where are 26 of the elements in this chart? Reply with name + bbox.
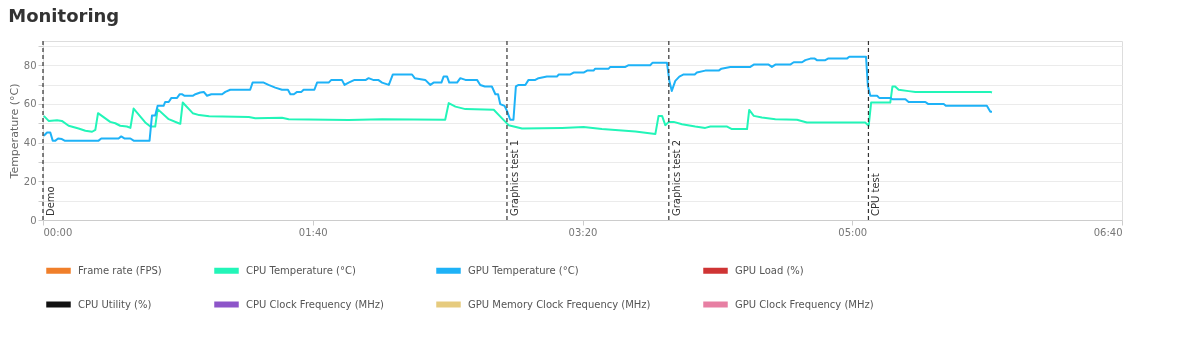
y-tick-label: 60 [23,98,37,110]
ref-line-label: Graphics test 1 [508,139,520,216]
y-tick-label: 0 [30,214,37,226]
legend-label: CPU Clock Frequency (MHz) [246,298,384,310]
x-tick-label: 00:00 [43,226,73,238]
legend-label: GPU Temperature (°C) [468,264,579,276]
ref-line-label: Demo [45,186,56,216]
x-tick-label: 06:40 [1093,226,1123,238]
ref-line-label: CPU test [870,173,882,216]
legend-label: GPU Clock Frequency (MHz) [735,298,874,310]
legend-label: CPU Temperature (°C) [246,264,356,276]
legend-label: Frame rate (FPS) [78,264,162,276]
line-series [42,85,993,136]
chart-title: Monitoring [8,5,120,27]
ref-line-label: Graphics test 2 [670,139,682,216]
y-tick-label: 40 [23,137,37,149]
legend-label: CPU Utility (%) [78,298,152,310]
legend-label: GPU Load (%) [735,264,804,276]
x-tick-label: 05:00 [838,226,868,238]
line-series [42,55,993,142]
y-axis-title: Temperature (°C) [7,83,21,180]
y-tick-label: 80 [23,59,37,71]
x-tick-label: 03:20 [568,226,598,238]
y-tick-label: 20 [23,175,37,187]
legend-label: GPU Memory Clock Frequency (MHz) [468,298,651,310]
x-tick-label: 01:40 [298,226,328,238]
